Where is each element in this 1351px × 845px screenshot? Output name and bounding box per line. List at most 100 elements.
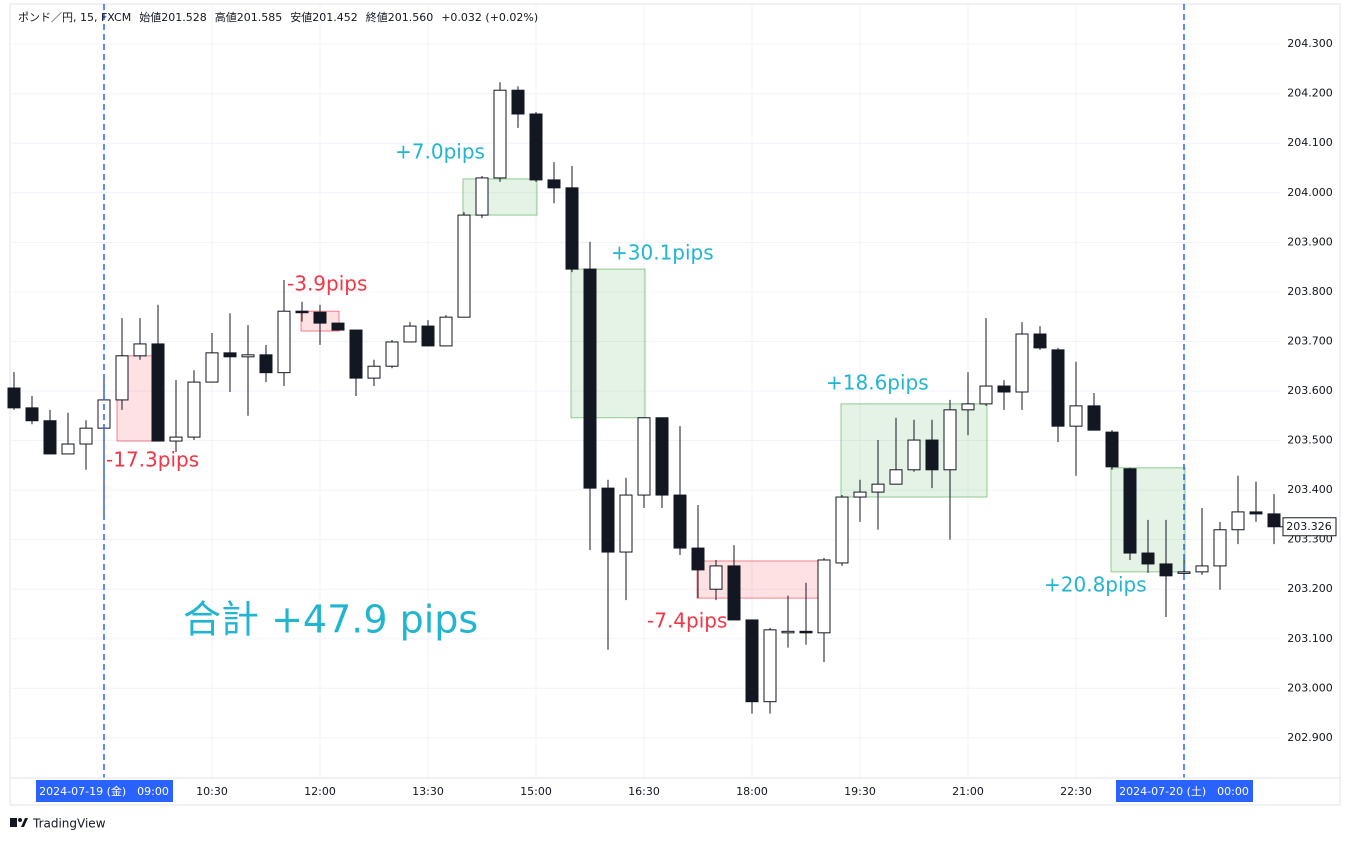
candle-body [1105,431,1119,468]
header-item: 高値201.585 [215,10,283,24]
header-item: ポンド／円, 15, FXCM [18,11,131,24]
candle-body [367,365,381,379]
y-tick-label: 203.000 [1287,681,1333,694]
candle-body [169,436,183,442]
candle-body [7,387,21,409]
x-tick-label: 22:30 [1060,785,1092,798]
y-tick-label: 204.200 [1287,87,1333,100]
candle-body [61,443,75,455]
candle-body [43,420,57,455]
x-label-highlight [36,780,173,802]
candle-body [727,565,741,621]
trade-label: +7.0pips [395,140,485,164]
candle-body [25,407,39,422]
header-item: 安値201.452 [290,10,358,24]
y-tick-label: 203.500 [1287,434,1333,447]
candle-body [709,565,723,590]
x-tick-label: 10:30 [196,785,228,798]
candle-body [295,310,309,314]
x-tick-label: 16:30 [628,785,660,798]
candle-body [961,403,975,411]
trade-box [570,268,646,419]
y-tick-label: 204.100 [1287,136,1333,149]
candle-body [529,113,543,181]
last-price-label: 203.326 [1286,520,1332,533]
candle-body [1249,511,1263,515]
candle-body [187,381,201,438]
footer: TradingView [32,817,106,831]
candle-body [511,89,525,115]
x-tick-label: 13:30 [412,785,444,798]
last-price-box [1282,517,1337,537]
x-tick-label: 18:00 [736,785,768,798]
candle-body [241,354,255,358]
candle-body [763,629,777,703]
candle-body [1051,349,1065,427]
trade-label: -3.9pips [287,272,367,296]
header: ポンド／円, 15, FXCM 始値201.528 高値201.585 安値201.4… [18,10,538,24]
x-tick-label: 15:00 [520,785,552,798]
frame [9,3,1341,806]
y-tick-label: 204.300 [1287,37,1333,50]
y-tick-label: 203.900 [1287,235,1333,248]
candle-body [457,214,471,318]
y-tick-label: 203.600 [1287,384,1333,397]
y-tick-label: 203.800 [1287,285,1333,298]
candle-body [79,427,93,445]
candle-body [1123,468,1137,554]
trade-label: +20.8pips [1044,573,1147,597]
x-tick-label: 21:00 [952,785,984,798]
header-item: 終値201.560 [366,10,434,24]
candle-body [871,483,885,493]
header-item: 始値201.528 [139,10,207,24]
x-tick-label: 2024-07-19 (金) 09:00 [39,784,169,798]
candle-body [133,343,147,357]
candle-body [619,494,633,553]
candle-body [331,322,345,331]
candle-body [403,325,417,343]
header-item: +0.032 (+0.02%) [441,11,538,24]
candle-body [223,352,237,358]
candle-body [637,417,651,496]
candle-body [655,417,669,496]
candle-body [691,547,705,571]
y-tick-label: 202.900 [1287,731,1333,744]
candle-body [385,341,399,367]
candle-body [925,439,939,471]
candle-body [1195,565,1209,573]
x-tick-label: 19:30 [844,785,876,798]
candle-body [1267,513,1281,528]
total-label: 合計 +47.9 pips [183,598,478,642]
x-tick-label: 12:00 [304,785,336,798]
candle-body [997,385,1011,393]
y-tick-label: 204.000 [1287,186,1333,199]
candle-body [889,469,903,485]
candle-body [1069,405,1083,427]
candle-body [979,385,993,405]
candle-body [673,494,687,549]
candle-body [1159,563,1173,577]
x-label-highlight [1116,780,1253,802]
logo: TradingView [10,817,106,831]
candle-body [781,630,795,634]
trade-label: -17.3pips [106,448,199,472]
candle-body [547,179,561,189]
candle-body [205,352,219,383]
y-tick-label: 203.700 [1287,334,1333,347]
candle-body [1231,511,1245,531]
candle-body [493,89,507,179]
candle-body [745,619,759,703]
candle-body [583,268,597,489]
candle-body [1087,405,1101,431]
y-tick-label: 203.400 [1287,483,1333,496]
candle-body [277,310,291,374]
candle-body [817,559,831,634]
trade-label: +30.1pips [611,241,714,265]
candle-body [151,343,165,442]
trade-box [462,178,538,216]
trade-label: +18.6pips [826,371,929,395]
candle-body [1033,333,1047,349]
candle-body [943,409,957,471]
